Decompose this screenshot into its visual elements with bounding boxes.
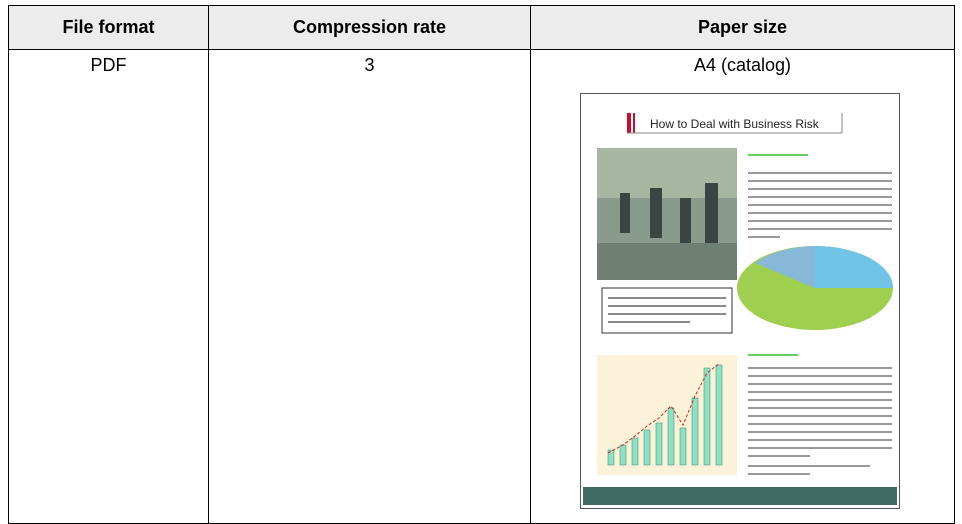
photo-figures: [620, 183, 718, 243]
text-lines: [748, 354, 892, 475]
cell: PDF: [8, 49, 209, 524]
cell: 3: [208, 49, 531, 524]
footer-bar: [583, 487, 897, 505]
pie-slice: [815, 246, 893, 288]
pie-slice: [755, 246, 815, 288]
text-lines: [748, 154, 892, 238]
bar-chart-line: [607, 362, 721, 454]
header-row: File format Compression rate Paper size: [8, 5, 955, 50]
header-cell: Compression rate: [208, 5, 531, 50]
header-cell: File format: [8, 5, 209, 50]
callout: [601, 287, 733, 334]
header-cell: Paper size: [530, 5, 955, 50]
title-mark: [633, 113, 635, 133]
page-thumbnail: How to Deal with Business Risk: [580, 93, 900, 509]
photo: [597, 243, 737, 280]
title-mark: [627, 113, 631, 133]
thumbnail-title: How to Deal with Business Risk: [650, 117, 820, 131]
bar-chart-bars: [607, 364, 723, 466]
callout-text: [608, 297, 726, 323]
